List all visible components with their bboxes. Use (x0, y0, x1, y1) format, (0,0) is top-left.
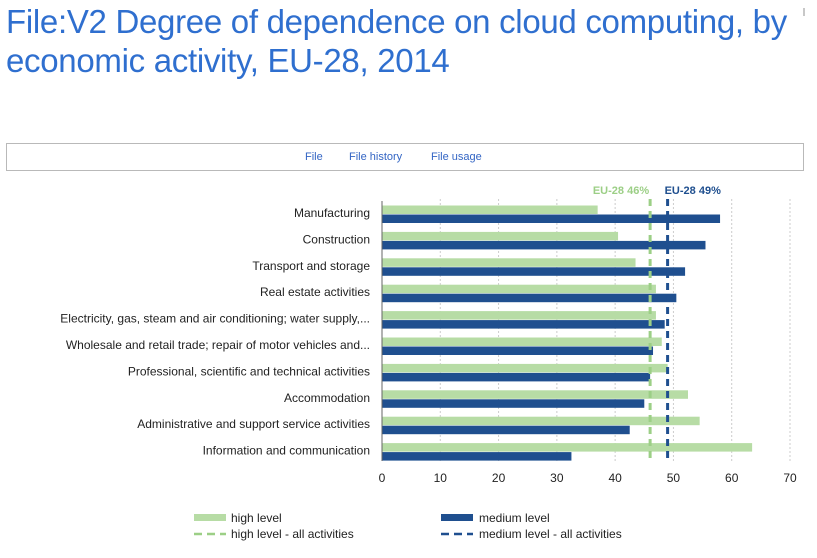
high-level-bar (382, 284, 656, 294)
category-label: Transport and storage (252, 259, 370, 273)
x-tick-label: 30 (550, 471, 564, 485)
medium-level-bar (382, 267, 686, 276)
high-level-bar (382, 337, 662, 346)
tab-file[interactable]: File (305, 151, 323, 163)
tab-file-usage[interactable]: File usage (431, 151, 482, 163)
legend-swatch-medium (441, 514, 473, 521)
x-tick-label: 20 (492, 471, 506, 485)
category-label: Manufacturing (294, 206, 370, 220)
legend-label-high: high level (231, 511, 282, 525)
legend-label-medium-ref: medium level - all activities (479, 527, 622, 541)
legend-label-high-ref: high level - all activities (231, 527, 354, 541)
medium-level-bar (382, 425, 630, 435)
x-tick-label: 60 (725, 471, 739, 485)
legend-swatch-high (194, 514, 226, 521)
category-label: Wholesale and retail trade; repair of mo… (66, 338, 370, 352)
high-level-bar (382, 258, 636, 267)
category-label: Professional, scientific and technical a… (128, 364, 370, 378)
corner-mark (803, 8, 805, 16)
category-label: Construction (303, 232, 370, 246)
medium-level-bar (382, 346, 654, 355)
medium-level-bar (382, 320, 665, 329)
medium-level-bar (382, 240, 706, 250)
medium-level-bar (382, 452, 572, 461)
high-level-bar (382, 311, 656, 320)
cloud-dependence-chart: Manufacturing Construction Transport and s… (60, 185, 797, 541)
high-level-bar (382, 205, 598, 214)
high-level-bar (382, 443, 753, 452)
legend-label-medium: medium level (479, 511, 550, 525)
x-tick-label: 70 (783, 471, 797, 485)
x-tick-label: 10 (434, 471, 448, 485)
medium-level-bar (382, 372, 651, 382)
x-tick-label: 50 (667, 471, 681, 485)
tab-file-history[interactable]: File history (349, 151, 403, 163)
high-level-bar (382, 416, 700, 426)
x-tick-label: 40 (608, 471, 622, 485)
reference-label-medium: EU-28 49% (665, 185, 721, 197)
category-label: Information and communication (203, 444, 370, 458)
category-label: Real estate activities (260, 285, 370, 299)
medium-level-bar (382, 293, 677, 303)
category-label: Administrative and support service activ… (137, 417, 370, 431)
file-tabbar: File File history File usage (6, 143, 804, 171)
high-level-bar (382, 363, 668, 373)
reference-label-high: EU-28 46% (593, 185, 649, 197)
x-tick-label: 0 (379, 471, 386, 485)
page-title: File:V2 Degree of dependence on cloud co… (6, 3, 787, 79)
medium-level-bar (382, 214, 721, 223)
medium-level-bar (382, 399, 645, 408)
high-level-bar (382, 231, 619, 241)
high-level-bar (382, 390, 688, 399)
category-label: Accommodation (284, 391, 370, 405)
category-label: Electricity, gas, steam and air conditio… (60, 312, 370, 326)
